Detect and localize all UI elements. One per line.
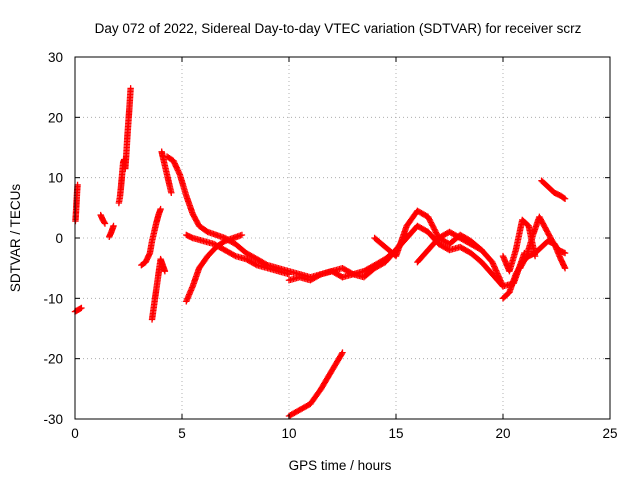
series-arc-02 xyxy=(71,304,85,315)
data-point xyxy=(161,267,169,275)
data-point xyxy=(157,205,164,213)
data-point xyxy=(316,271,323,279)
x-tick-label: 20 xyxy=(495,426,510,441)
gridlines xyxy=(75,57,610,419)
y-tick-label: -20 xyxy=(43,352,63,367)
y-axis-label: SDTVAR / TECUs xyxy=(8,184,23,293)
data-point xyxy=(238,231,246,239)
x-axis-label: GPS time / hours xyxy=(289,458,392,473)
data-point xyxy=(430,224,438,232)
series-arc-04 xyxy=(106,222,117,240)
series-arc-20 xyxy=(538,177,569,202)
y-tick-label: 20 xyxy=(48,110,63,125)
y-tick-label: -30 xyxy=(43,412,63,427)
data-point xyxy=(101,220,109,227)
x-tick-label: 0 xyxy=(71,426,79,441)
data-point xyxy=(127,85,134,92)
series-arc-01 xyxy=(72,181,81,225)
series-arc-05 xyxy=(115,85,134,207)
data-point xyxy=(478,246,485,254)
data-point xyxy=(252,261,259,268)
data-point xyxy=(427,217,434,225)
data-point xyxy=(561,195,569,202)
axis-ticks xyxy=(74,56,611,420)
data-point xyxy=(431,226,438,233)
data-point xyxy=(285,271,293,278)
data-point xyxy=(230,252,238,259)
data-point xyxy=(339,349,346,356)
data-point xyxy=(432,227,439,235)
data-point xyxy=(427,219,435,226)
data-point xyxy=(429,222,436,229)
y-tick-label: 0 xyxy=(55,231,63,246)
x-tick-label: 15 xyxy=(388,426,403,441)
data-point xyxy=(477,246,484,253)
data-point xyxy=(110,222,117,230)
series-arc-08 xyxy=(158,148,175,196)
x-tick-label: 10 xyxy=(281,426,296,441)
data-point xyxy=(433,230,440,237)
data-point xyxy=(522,254,530,261)
series-arc-03 xyxy=(97,211,109,227)
data-point xyxy=(429,223,437,230)
y-tick-labels: -30 -20 -10 0 10 20 30 xyxy=(43,50,63,427)
data-point xyxy=(424,213,432,221)
series-arc-16 xyxy=(414,228,485,266)
series-arc-11 xyxy=(183,231,246,305)
chart-title: Day 072 of 2022, Sidereal Day-to-day VTE… xyxy=(95,21,582,36)
x-tick-label: 5 xyxy=(178,426,186,441)
data-point xyxy=(425,215,433,222)
data-point xyxy=(432,229,440,236)
data-point xyxy=(561,264,569,272)
series-arc-13 xyxy=(285,349,346,420)
data-point xyxy=(428,220,435,228)
data-point xyxy=(101,219,108,226)
x-tick-label: 25 xyxy=(602,426,617,441)
data-point xyxy=(560,194,568,202)
data-points xyxy=(71,85,569,420)
data-point xyxy=(561,249,569,257)
data-point xyxy=(426,216,433,223)
series-arc-06 xyxy=(138,205,164,269)
x-tick-labels: 0 5 10 15 20 25 xyxy=(71,426,617,441)
series-arc-07 xyxy=(148,255,169,323)
y-tick-label: 10 xyxy=(48,171,63,186)
series-arc-19 xyxy=(516,213,569,272)
series-arc-10 xyxy=(183,231,293,278)
y-tick-label: -10 xyxy=(43,291,63,306)
data-point xyxy=(78,304,85,312)
y-tick-label: 30 xyxy=(48,50,63,65)
data-point xyxy=(168,189,175,196)
data-point xyxy=(338,350,345,358)
